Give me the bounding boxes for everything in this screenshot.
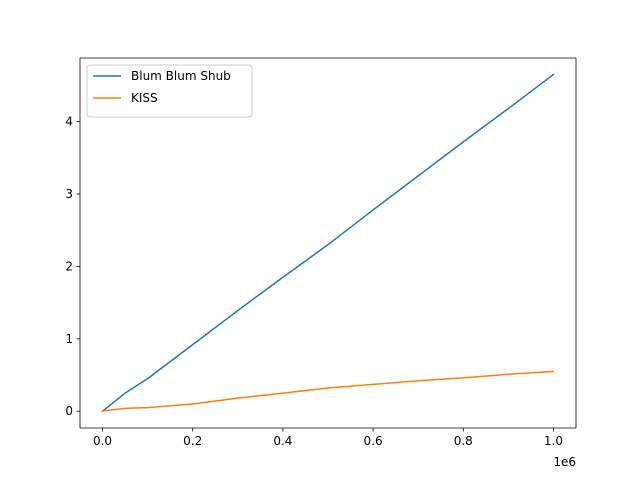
x-axis-offset-label: 1e6 (553, 455, 576, 469)
y-tick-label: 1 (65, 332, 73, 346)
x-tick-label: 1.0 (544, 434, 563, 448)
y-tick-label: 3 (65, 187, 73, 201)
series-layer (101, 73, 555, 413)
axes-layer: 0.0 0.2 0.4 0.6 0.8 1.0 0 1 2 3 4 (65, 57, 577, 448)
y-tick-label: 2 (65, 259, 73, 273)
y-tick-label: 4 (65, 115, 73, 129)
y-tick-label: 0 (65, 404, 73, 418)
series-line-0 (101, 73, 555, 413)
x-tick-label: 0.0 (93, 434, 112, 448)
legend-box (86, 64, 253, 118)
legend-label-0: Blum Blum Shub (131, 69, 231, 83)
x-tick-label: 0.2 (183, 434, 202, 448)
x-tick-label: 0.4 (273, 434, 292, 448)
series-line-1 (101, 370, 555, 413)
legend-label-1: KISS (131, 91, 158, 105)
legend: Blum Blum Shub KISS (86, 64, 253, 118)
x-tick-label: 0.8 (454, 434, 473, 448)
x-tick-label: 0.6 (364, 434, 383, 448)
